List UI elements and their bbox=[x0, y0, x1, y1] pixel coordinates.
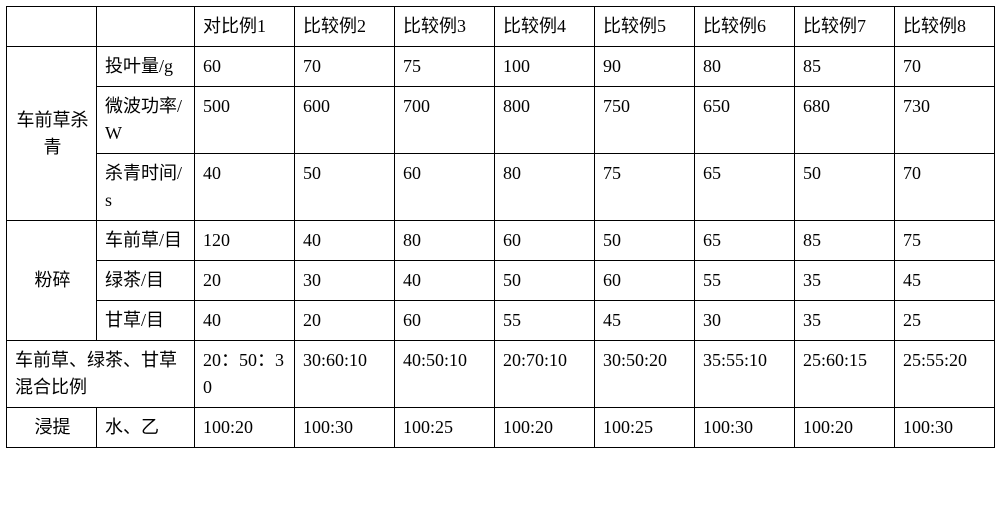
cell: 100 bbox=[495, 47, 595, 87]
cell: 20:70:10 bbox=[495, 341, 595, 408]
cell: 25:55:20 bbox=[895, 341, 995, 408]
row-label: 微波功率/W bbox=[97, 87, 195, 154]
cell: 20：50：30 bbox=[195, 341, 295, 408]
cell: 35 bbox=[795, 261, 895, 301]
col-header: 比较例3 bbox=[395, 7, 495, 47]
cell: 50 bbox=[595, 221, 695, 261]
col-header: 比较例6 bbox=[695, 7, 795, 47]
cell: 100:20 bbox=[495, 408, 595, 448]
header-blank-1 bbox=[97, 7, 195, 47]
cell: 800 bbox=[495, 87, 595, 154]
cell: 55 bbox=[495, 301, 595, 341]
cell: 70 bbox=[895, 154, 995, 221]
cell: 70 bbox=[895, 47, 995, 87]
cell: 40 bbox=[195, 301, 295, 341]
table-row: 车前草、绿茶、甘草混合比例 20：50：30 30:60:10 40:50:10… bbox=[7, 341, 995, 408]
cell: 20 bbox=[295, 301, 395, 341]
row-group-label: 浸提 bbox=[7, 408, 97, 448]
col-header: 比较例2 bbox=[295, 7, 395, 47]
table-row: 杀青时间/s 40 50 60 80 75 65 50 70 bbox=[7, 154, 995, 221]
cell: 80 bbox=[395, 221, 495, 261]
cell: 40 bbox=[195, 154, 295, 221]
cell: 50 bbox=[295, 154, 395, 221]
cell: 25 bbox=[895, 301, 995, 341]
cell: 100:25 bbox=[395, 408, 495, 448]
cell: 75 bbox=[895, 221, 995, 261]
cell: 680 bbox=[795, 87, 895, 154]
row-label: 车前草/目 bbox=[97, 221, 195, 261]
cell: 500 bbox=[195, 87, 295, 154]
cell: 85 bbox=[795, 47, 895, 87]
cell: 75 bbox=[395, 47, 495, 87]
table-row: 浸提 水、乙 100:20 100:30 100:25 100:20 100:2… bbox=[7, 408, 995, 448]
col-header: 比较例4 bbox=[495, 7, 595, 47]
cell: 85 bbox=[795, 221, 895, 261]
cell: 100:25 bbox=[595, 408, 695, 448]
cell: 700 bbox=[395, 87, 495, 154]
cell: 40 bbox=[395, 261, 495, 301]
cell: 100:30 bbox=[695, 408, 795, 448]
table-row: 微波功率/W 500 600 700 800 750 650 680 730 bbox=[7, 87, 995, 154]
row-label: 甘草/目 bbox=[97, 301, 195, 341]
col-header: 比较例5 bbox=[595, 7, 695, 47]
cell: 40 bbox=[295, 221, 395, 261]
row-label: 杀青时间/s bbox=[97, 154, 195, 221]
cell: 55 bbox=[695, 261, 795, 301]
cell: 50 bbox=[495, 261, 595, 301]
cell: 40:50:10 bbox=[395, 341, 495, 408]
cell: 90 bbox=[595, 47, 695, 87]
cell: 600 bbox=[295, 87, 395, 154]
cell: 60 bbox=[395, 154, 495, 221]
row-label: 水、乙 bbox=[97, 408, 195, 448]
row-label: 投叶量/g bbox=[97, 47, 195, 87]
cell: 70 bbox=[295, 47, 395, 87]
cell: 60 bbox=[395, 301, 495, 341]
cell: 750 bbox=[595, 87, 695, 154]
cell: 80 bbox=[695, 47, 795, 87]
cell: 120 bbox=[195, 221, 295, 261]
cell: 75 bbox=[595, 154, 695, 221]
cell: 100:30 bbox=[895, 408, 995, 448]
cell: 730 bbox=[895, 87, 995, 154]
cell: 60 bbox=[595, 261, 695, 301]
cell: 60 bbox=[195, 47, 295, 87]
cell: 50 bbox=[795, 154, 895, 221]
row-group-label: 车前草杀青 bbox=[7, 47, 97, 221]
cell: 65 bbox=[695, 221, 795, 261]
col-header: 对比例1 bbox=[195, 7, 295, 47]
cell: 30 bbox=[695, 301, 795, 341]
col-header: 比较例7 bbox=[795, 7, 895, 47]
cell: 30 bbox=[295, 261, 395, 301]
table-row: 绿茶/目 20 30 40 50 60 55 35 45 bbox=[7, 261, 995, 301]
col-header: 比较例8 bbox=[895, 7, 995, 47]
cell: 100:30 bbox=[295, 408, 395, 448]
cell: 30:60:10 bbox=[295, 341, 395, 408]
table-row: 粉碎 车前草/目 120 40 80 60 50 65 85 75 bbox=[7, 221, 995, 261]
row-group-label: 粉碎 bbox=[7, 221, 97, 341]
cell: 100:20 bbox=[795, 408, 895, 448]
table-row: 甘草/目 40 20 60 55 45 30 35 25 bbox=[7, 301, 995, 341]
row-label-wide: 车前草、绿茶、甘草混合比例 bbox=[7, 341, 195, 408]
header-blank-0 bbox=[7, 7, 97, 47]
cell: 35 bbox=[795, 301, 895, 341]
table-row: 对比例1 比较例2 比较例3 比较例4 比较例5 比较例6 比较例7 比较例8 bbox=[7, 7, 995, 47]
cell: 25:60:15 bbox=[795, 341, 895, 408]
cell: 100:20 bbox=[195, 408, 295, 448]
cell: 65 bbox=[695, 154, 795, 221]
cell: 45 bbox=[895, 261, 995, 301]
cell: 60 bbox=[495, 221, 595, 261]
cell: 35:55:10 bbox=[695, 341, 795, 408]
cell: 45 bbox=[595, 301, 695, 341]
row-label: 绿茶/目 bbox=[97, 261, 195, 301]
cell: 20 bbox=[195, 261, 295, 301]
table-row: 车前草杀青 投叶量/g 60 70 75 100 90 80 85 70 bbox=[7, 47, 995, 87]
cell: 30:50:20 bbox=[595, 341, 695, 408]
data-table: 对比例1 比较例2 比较例3 比较例4 比较例5 比较例6 比较例7 比较例8 … bbox=[6, 6, 995, 448]
cell: 80 bbox=[495, 154, 595, 221]
cell: 650 bbox=[695, 87, 795, 154]
